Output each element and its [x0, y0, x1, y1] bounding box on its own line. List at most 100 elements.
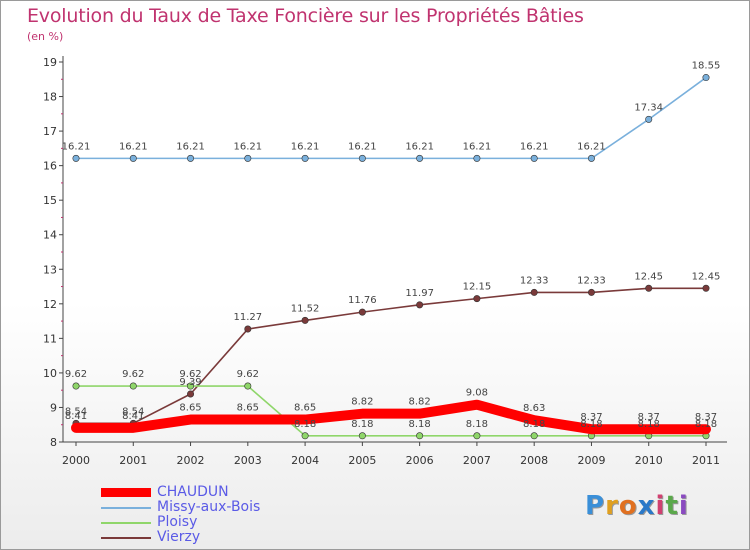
series-chaudun	[71, 399, 711, 435]
data-label: 11.76	[348, 295, 377, 306]
data-point	[301, 432, 309, 440]
data-label: 9.08	[466, 388, 488, 399]
data-label: 8.18	[638, 419, 660, 430]
logo-letter: o	[618, 491, 638, 521]
data-point	[358, 432, 366, 440]
data-label: 8.18	[580, 419, 602, 430]
legend-label-missy-aux-bois: Missy-aux-Bois	[157, 499, 261, 515]
data-label: 8.54	[122, 406, 144, 417]
legend-label-chaudun: CHAUDUN	[157, 484, 229, 500]
x-tick-label: 2003	[234, 454, 262, 467]
data-point	[187, 154, 195, 162]
data-label: 16.21	[405, 141, 434, 152]
data-label: 16.21	[577, 141, 606, 152]
data-label: 8.65	[237, 403, 259, 414]
y-tick-label: 14	[43, 229, 57, 242]
data-label: 16.21	[291, 141, 320, 152]
legend-swatch-missy-aux-bois	[101, 507, 151, 509]
x-tick-label: 2005	[348, 454, 376, 467]
legend-label-ploisy: Ploisy	[157, 514, 198, 530]
data-point	[472, 400, 482, 410]
x-tick-label: 2008	[520, 454, 548, 467]
y-tick-label: 18	[43, 91, 57, 104]
y-tick-label: 10	[43, 367, 57, 380]
data-point	[645, 284, 653, 292]
data-point	[473, 432, 481, 440]
data-point	[187, 382, 195, 390]
x-tick-label: 2007	[463, 454, 491, 467]
data-point	[530, 288, 538, 296]
data-point	[71, 423, 81, 433]
legend-swatch-chaudun	[101, 488, 151, 497]
data-labels: 16.21 16.21 16.21 16.21 16.21 16.21 16.21 16.21…	[62, 61, 721, 430]
x-tick-label: 2006	[406, 454, 434, 467]
x-tick-label: 2010	[635, 454, 663, 467]
data-label: 9.62	[179, 369, 201, 380]
x-tick-label: 2000	[62, 454, 90, 467]
data-point	[301, 154, 309, 162]
data-point	[473, 295, 481, 303]
data-label: 8.65	[294, 403, 316, 414]
data-label: 8.65	[179, 403, 201, 414]
series-ploisy	[72, 382, 710, 440]
data-label: 16.21	[233, 141, 262, 152]
x-tick-label: 2011	[692, 454, 720, 467]
data-point	[416, 301, 424, 309]
data-label: 11.52	[291, 303, 320, 314]
data-label: 8.18	[523, 419, 545, 430]
data-label: 8.54	[65, 406, 87, 417]
data-point	[244, 382, 252, 390]
x-tick-label: 2004	[291, 454, 319, 467]
data-label: 12.33	[520, 275, 549, 286]
data-label: 9.39	[179, 377, 201, 388]
data-label: 18.55	[692, 61, 721, 72]
data-point	[72, 154, 80, 162]
data-label: 8.82	[409, 397, 431, 408]
legend-swatch-vierzy	[101, 537, 151, 539]
data-point	[358, 308, 366, 316]
data-label: 8.82	[351, 397, 373, 408]
y-tick-label: 12	[43, 298, 57, 311]
data-point	[416, 432, 424, 440]
y-tick-label: 9	[50, 401, 57, 414]
data-point	[530, 432, 538, 440]
y-tick-label: 19	[43, 56, 57, 69]
data-point	[702, 74, 710, 82]
data-label: 8.41	[65, 411, 87, 422]
data-label: 16.21	[62, 141, 91, 152]
data-label: 16.21	[520, 141, 549, 152]
data-point	[128, 423, 138, 433]
y-axis-unit: (en %)	[27, 30, 64, 43]
data-point	[702, 284, 710, 292]
y-tick-label: 17	[43, 125, 57, 138]
data-point	[416, 154, 424, 162]
logo-letter: P	[585, 491, 606, 521]
chart-axes: 8 9 10 11 12 13 14 15 16 17 18 19 2000 2001 2002 2003 20…	[43, 56, 727, 467]
logo-letter: i	[678, 491, 689, 521]
data-label: 16.21	[348, 141, 377, 152]
data-point	[187, 390, 195, 398]
data-label: 8.18	[351, 419, 373, 430]
series-layer	[71, 74, 711, 440]
data-label: 8.18	[409, 419, 431, 430]
data-label: 12.33	[577, 275, 606, 286]
chart-title: Evolution du Taux de Taxe Foncière sur l…	[27, 5, 584, 27]
data-label: 9.62	[122, 369, 144, 380]
data-label: 8.37	[695, 412, 717, 423]
data-point	[243, 415, 253, 425]
data-label: 9.62	[65, 369, 87, 380]
data-point	[587, 288, 595, 296]
data-label: 8.63	[523, 403, 545, 414]
data-point	[300, 415, 310, 425]
data-label: 8.18	[466, 419, 488, 430]
data-point	[244, 154, 252, 162]
data-point	[644, 424, 654, 434]
data-point	[72, 382, 80, 390]
series-line-missy-aux-bois	[75, 76, 707, 160]
data-point	[357, 409, 367, 419]
series-vierzy	[72, 284, 710, 427]
logo-letter: r	[605, 491, 619, 521]
data-point	[358, 154, 366, 162]
y-tick-label: 16	[43, 160, 57, 173]
